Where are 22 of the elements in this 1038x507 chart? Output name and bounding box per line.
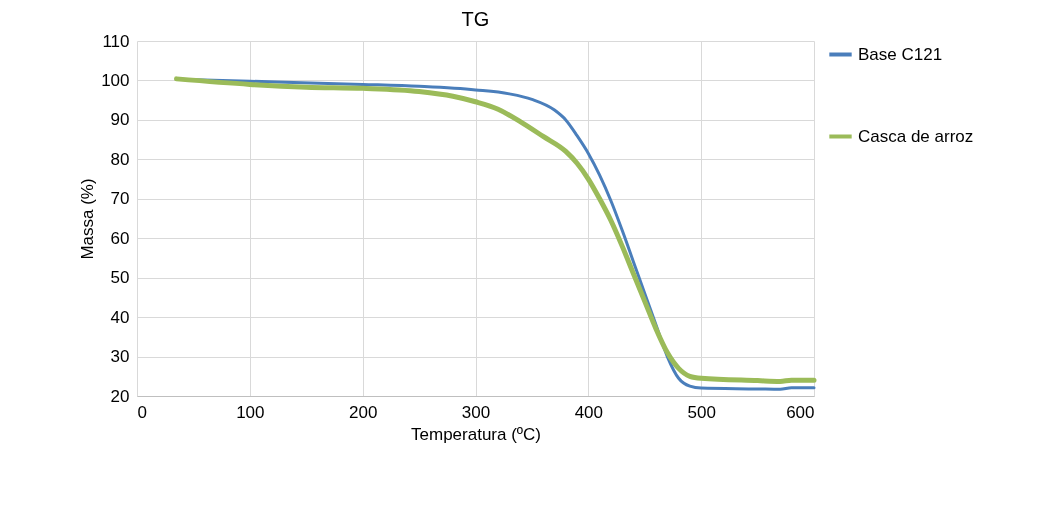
x-tick-label: 400 — [574, 402, 604, 422]
x-tick-label: 600 — [786, 402, 815, 422]
y-tick-label: 50 — [110, 268, 130, 288]
y-tick-label: 40 — [110, 307, 130, 327]
y-tick-label: 60 — [110, 228, 130, 248]
x-tick-label: 0 — [137, 402, 147, 422]
y-tick-label: 90 — [110, 110, 130, 130]
x-tick-label: 500 — [687, 402, 716, 422]
x-axis-title: Temperatura (ºC) — [411, 424, 541, 444]
chart-title: TG — [461, 8, 490, 30]
legend-label: Casca de arroz — [858, 126, 974, 146]
y-tick-label: 80 — [110, 149, 130, 169]
y-tick-label: 110 — [102, 31, 130, 51]
x-tick-label: 100 — [236, 402, 265, 422]
legend-label: Base C121 — [858, 44, 943, 64]
y-tick-label: 20 — [110, 386, 130, 406]
x-tick-label: 200 — [348, 402, 378, 422]
x-tick-label: 300 — [461, 402, 491, 422]
y-tick-label: 70 — [110, 189, 130, 209]
y-axis-title: Massa (%) — [78, 178, 98, 260]
y-tick-label: 100 — [101, 70, 130, 90]
y-tick-label: 30 — [110, 347, 130, 367]
